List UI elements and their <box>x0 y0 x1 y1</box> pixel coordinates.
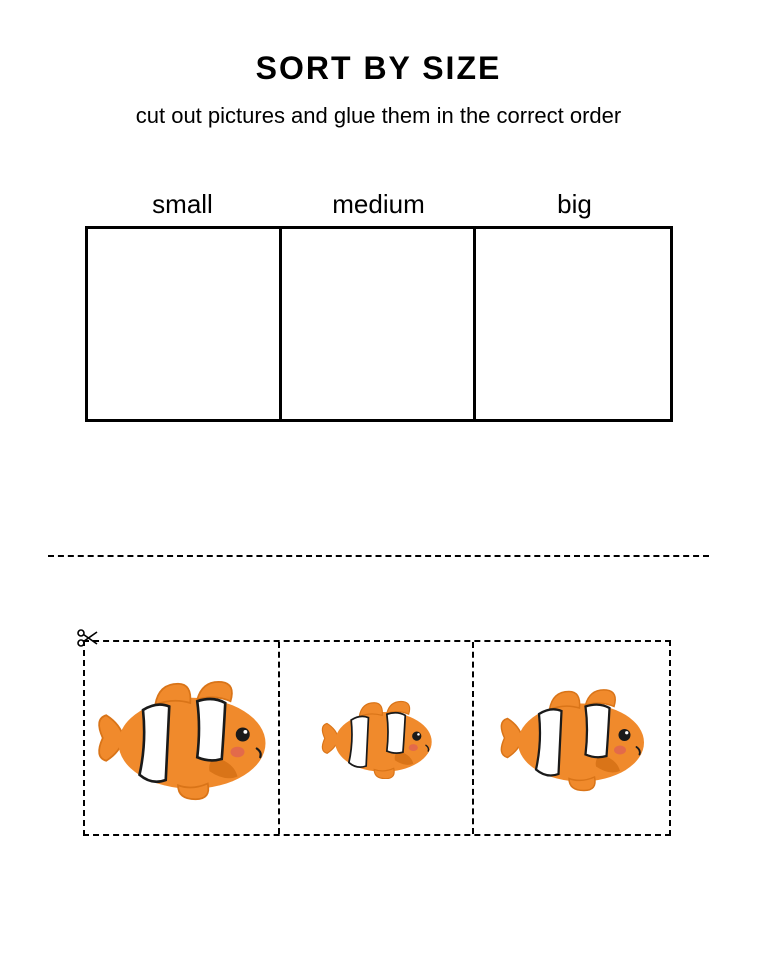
label-medium: medium <box>281 189 477 220</box>
clownfish-icon <box>319 697 434 780</box>
drop-cell-small[interactable] <box>88 229 282 419</box>
cut-divider-line <box>48 555 709 557</box>
cut-cell-2[interactable] <box>280 642 475 834</box>
drop-cell-medium[interactable] <box>282 229 476 419</box>
size-labels-row: small medium big <box>85 189 673 220</box>
cut-grid <box>83 640 671 836</box>
clownfish-icon <box>94 675 269 801</box>
label-big: big <box>477 189 673 220</box>
cut-cell-1[interactable] <box>85 642 280 834</box>
label-small: small <box>85 189 281 220</box>
drop-grid <box>85 226 673 422</box>
cut-cell-3[interactable] <box>474 642 669 834</box>
drop-cell-big[interactable] <box>476 229 670 419</box>
page-title: SORT BY SIZE <box>60 50 697 87</box>
clownfish-icon <box>497 684 647 792</box>
page-subtitle: cut out pictures and glue them in the co… <box>60 103 697 129</box>
